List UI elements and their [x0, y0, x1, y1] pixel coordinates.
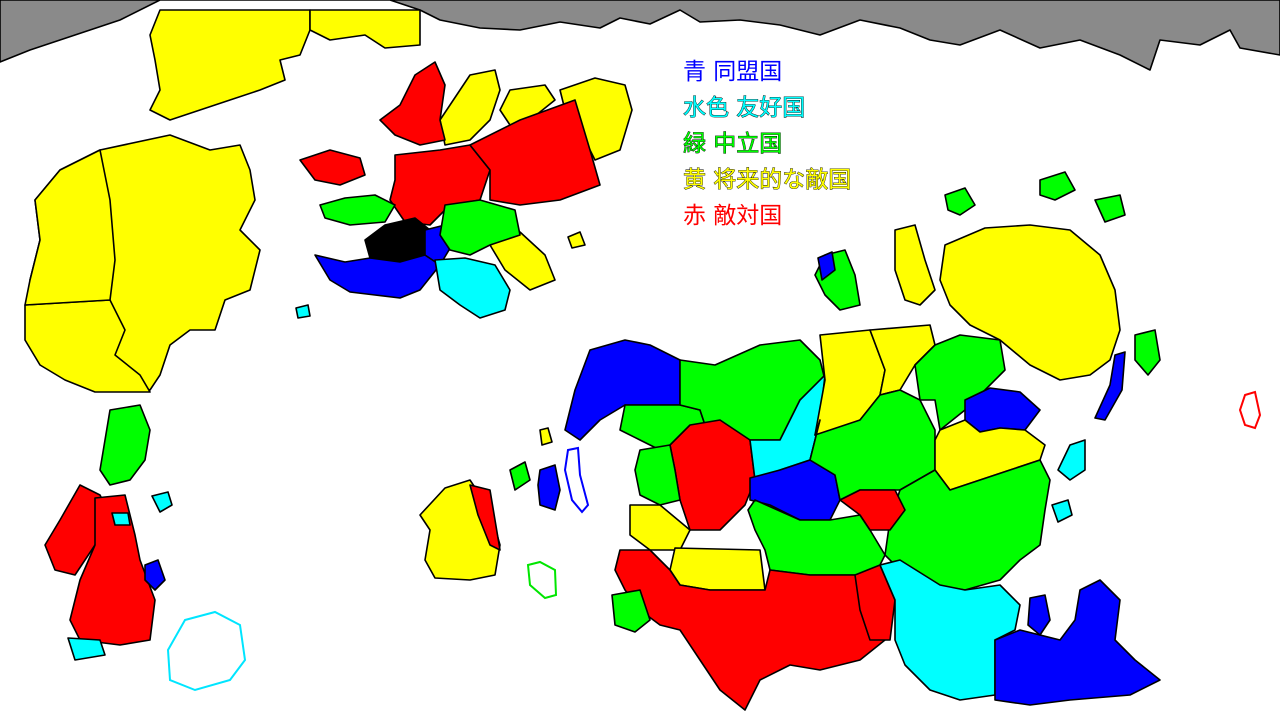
region-se-blue-island	[1027, 594, 1051, 636]
island-yellow-small-2	[539, 427, 553, 446]
legend-item-friendly: 水色 友好国	[683, 95, 806, 122]
region-ne-blue-west	[817, 251, 836, 281]
region-w-green-island	[99, 404, 151, 486]
region-nc-green	[439, 199, 521, 256]
region-sw-cyan-south	[67, 637, 106, 661]
region-w-cyan-island	[151, 491, 173, 513]
island-yellow-small-1	[567, 231, 586, 249]
region-se-green-left	[634, 444, 681, 506]
region-se-red-mid	[669, 419, 756, 531]
region-se-red-south	[614, 549, 891, 711]
region-ne-cyan-east	[1057, 439, 1086, 481]
region-c-red-island	[469, 484, 501, 551]
region-nc-green-west	[319, 194, 396, 226]
region-se-yellow-mid	[669, 547, 766, 591]
legend-item-neutral: 緑 中立国	[683, 131, 783, 158]
region-ne-cyan-east-2	[1051, 499, 1073, 523]
region-se-green-sw	[611, 589, 651, 633]
legend-item-ally: 青 同盟国	[683, 59, 783, 85]
ring-blue-central	[563, 446, 590, 514]
region-ne-green-isle-1	[944, 187, 976, 216]
region-nc-blue	[314, 254, 441, 299]
region-nc-red-east	[469, 99, 601, 206]
region-se-red-east	[839, 489, 906, 531]
region-ne-blue-east	[1094, 351, 1126, 421]
region-ne-green-isle-3	[1094, 194, 1126, 223]
region-nw-yellow-south	[24, 299, 151, 393]
region-se-yellow-north-2	[869, 324, 936, 396]
region-se-blue-east	[964, 387, 1041, 433]
ring-green-central	[526, 560, 558, 600]
region-ne-yellow-main	[939, 224, 1121, 381]
region-nw-yellow-north	[149, 9, 311, 121]
region-sw-cyan-east	[111, 512, 131, 526]
region-ne-yellow-west	[894, 224, 936, 306]
region-sw-red-main	[69, 494, 156, 646]
legend-item-enemy: 赤 敵対国	[683, 203, 783, 229]
legend: 青 同盟国 水色 友好国 緑 中立国 黄 将来的な敵国 赤 敵対国	[683, 54, 852, 234]
region-ne-green-east	[1134, 329, 1161, 376]
region-se-blue-south	[994, 579, 1161, 706]
region-nc-black	[364, 217, 431, 263]
region-sw-blue-island	[144, 559, 166, 591]
polar-ice-cap	[0, 0, 1280, 71]
island-green-central	[509, 461, 531, 491]
legend-item-future-enemy: 黄 将来的な敵国	[683, 167, 852, 194]
region-nc-red-north	[379, 61, 446, 146]
island-blue-central	[537, 464, 561, 511]
ring-red-east	[1238, 390, 1262, 430]
region-nw-yellow-west	[24, 149, 116, 306]
region-ne-green-isle-2	[1039, 171, 1076, 201]
region-nw-yellow-north-2	[309, 9, 421, 49]
region-nc-red-west	[299, 149, 366, 186]
region-se-yellow-left	[629, 504, 691, 551]
region-nc-cyan	[434, 257, 511, 319]
island-cyan-small	[295, 304, 311, 319]
ring-cyan-sw	[166, 610, 247, 692]
